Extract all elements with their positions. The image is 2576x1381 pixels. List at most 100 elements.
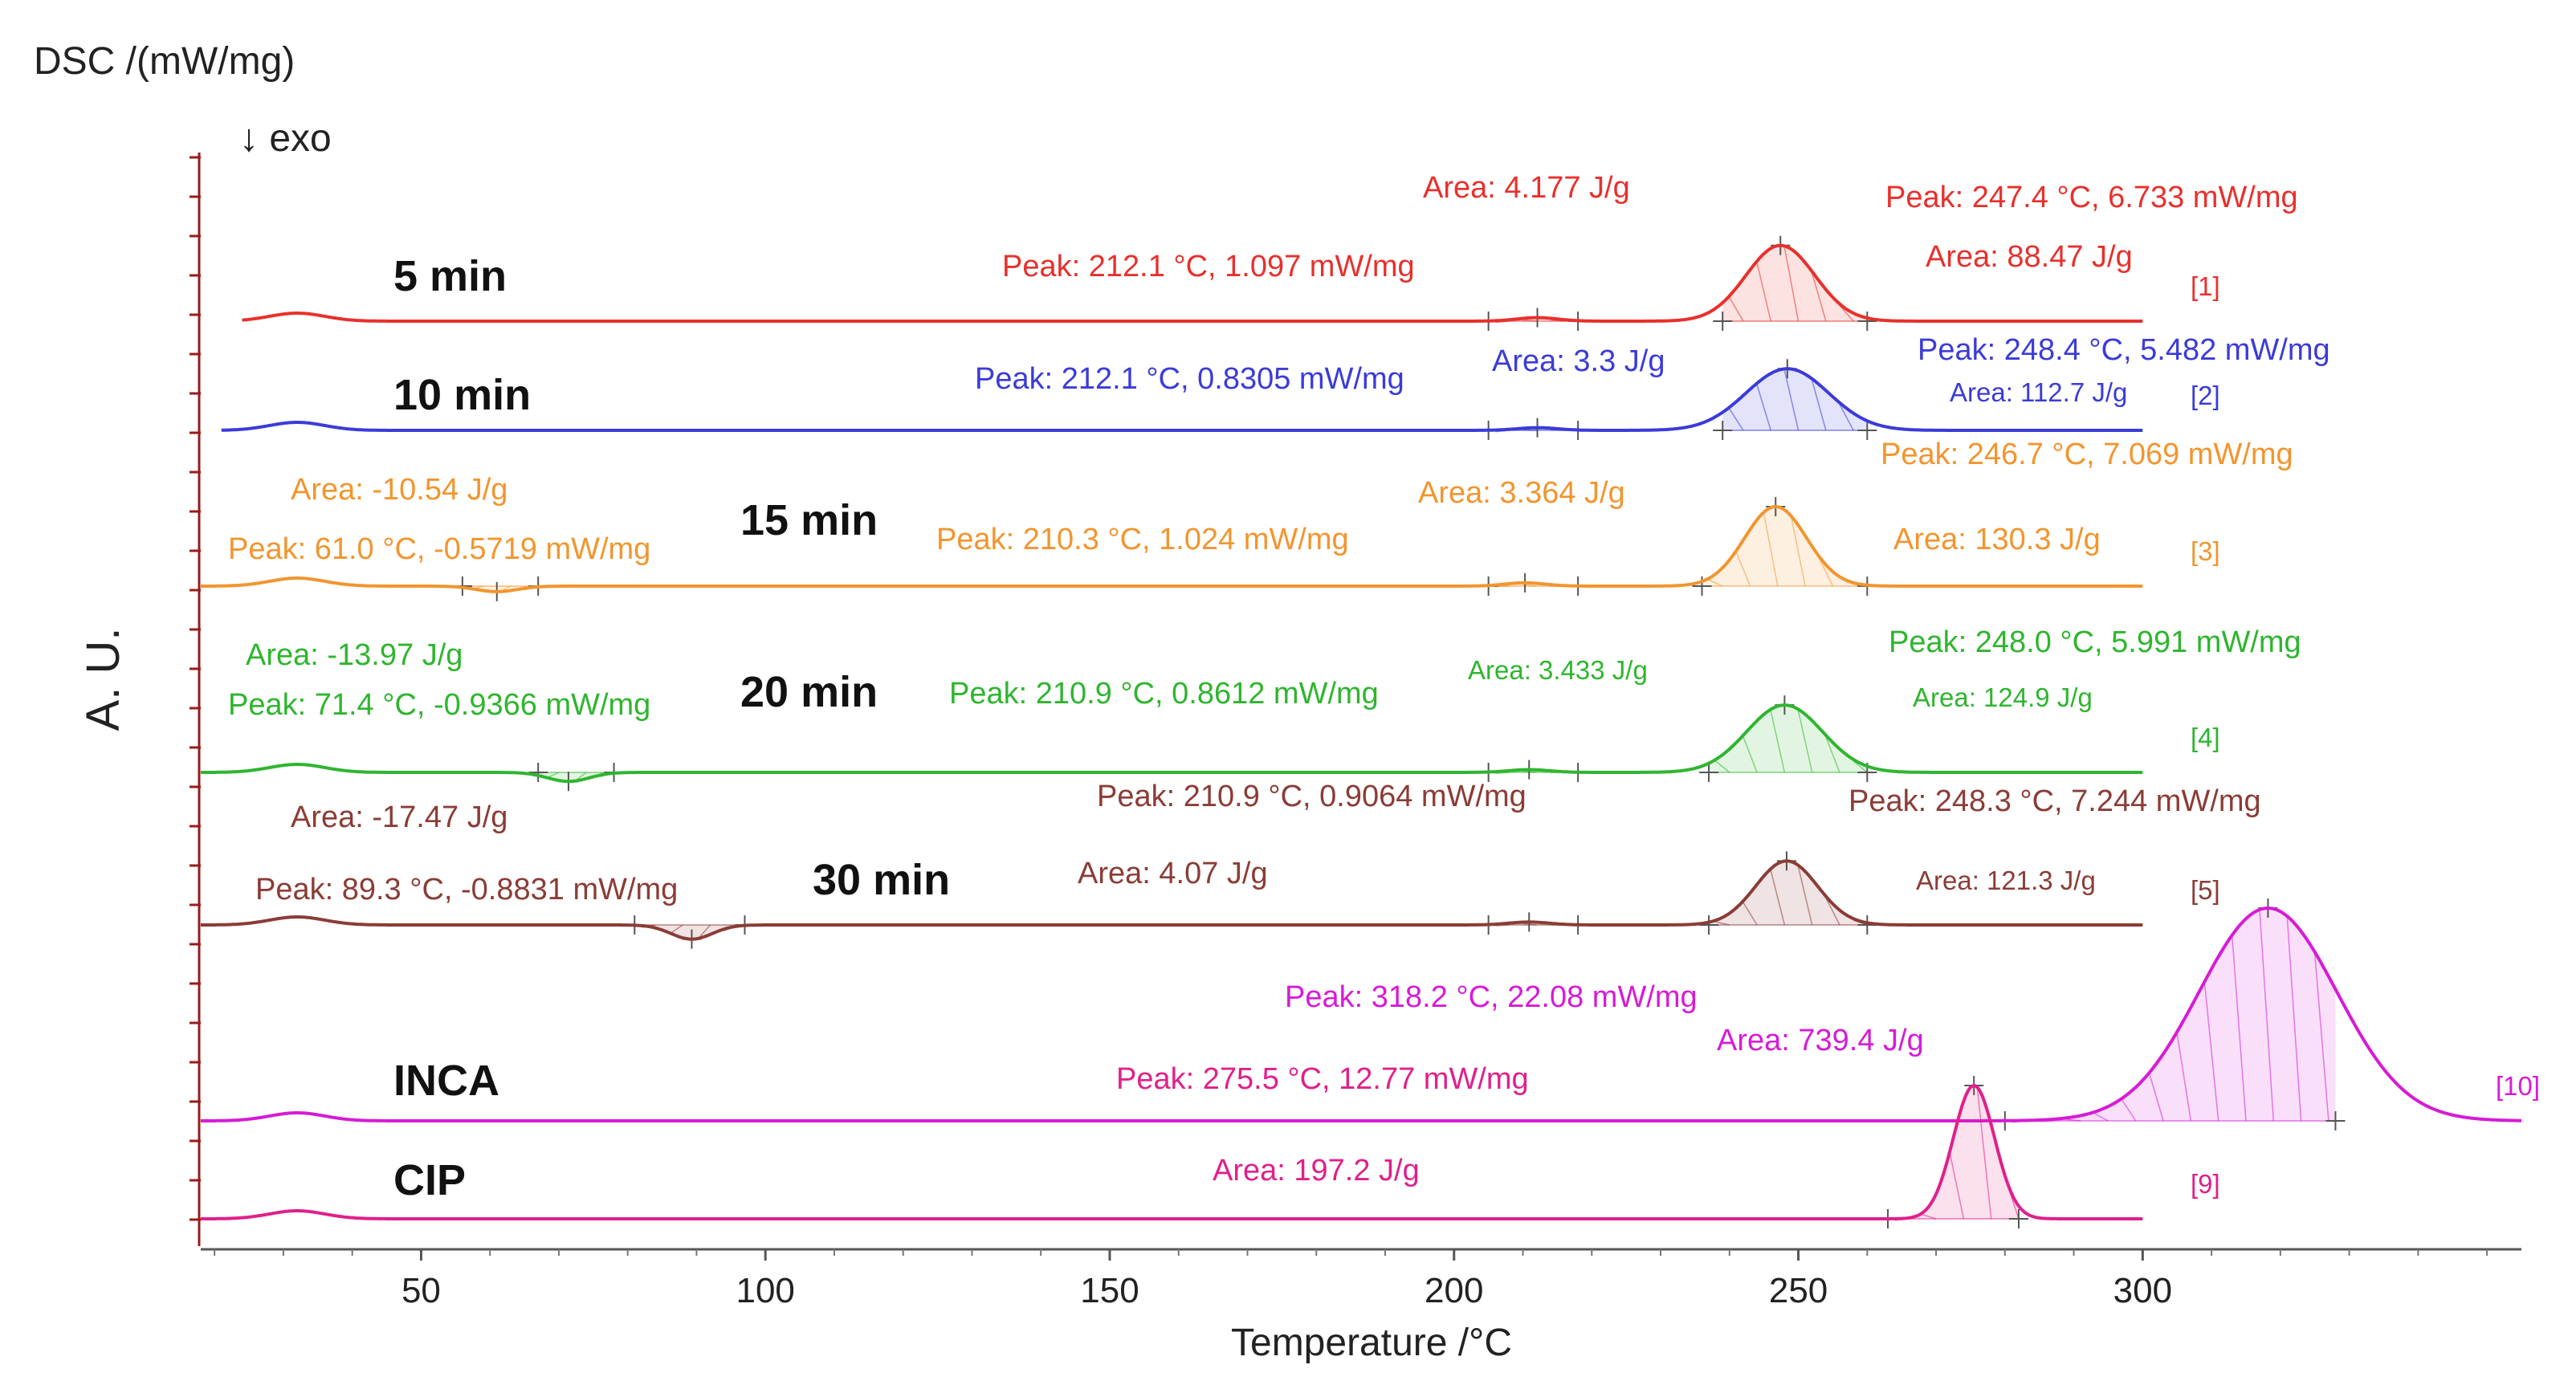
annotation-cip-peak: Peak: 275.5 °C, 12.77 mW/mg [1116, 1062, 1529, 1096]
peak-hatch [2286, 918, 2302, 1122]
series-label-5min: 5 min [393, 252, 507, 300]
series-tag-m5: [1] [2191, 271, 2220, 301]
annotation-15min-peak-main: Peak: 246.7 °C, 7.069 mW/mg [1881, 438, 2293, 471]
annotation-10min-area-small: Area: 3.3 J/g [1492, 344, 1665, 378]
series-label-cip: CIP [393, 1156, 466, 1204]
annotation-15min-area-main: Area: 130.3 J/g [1893, 523, 2101, 556]
peak-area-cip-0 [1888, 1086, 2019, 1219]
series-m15: [3] [201, 497, 2220, 601]
x-tick-label: 100 [736, 1271, 794, 1310]
series-line-m5 [242, 243, 2143, 323]
peak-hatch [1825, 897, 1840, 926]
annotation-5min-area-small: Area: 4.177 J/g [1423, 171, 1630, 205]
peak-hatch [1735, 552, 1751, 587]
x-tick-label: 250 [1769, 1271, 1828, 1310]
annotation-15min-peak-small: Peak: 210.3 °C, 1.024 mW/mg [936, 523, 1349, 556]
series-line-inca [201, 906, 2521, 1122]
annotation-10min-peak-main: Peak: 248.4 °C, 5.482 mW/mg [1918, 333, 2330, 367]
series-cip: [9] [201, 1075, 2220, 1228]
peak-hatch [1949, 1152, 1965, 1220]
peak-hatch [1756, 263, 1771, 322]
series-layer: [1] [2] [3] [4] [5] [10] [9] [201, 235, 2540, 1228]
peak-hatch [1791, 518, 1806, 587]
annotation-30min-peak-main: Peak: 248.3 °C, 7.244 mW/mg [1848, 784, 2261, 818]
series-line-m10 [221, 367, 2143, 432]
y-axis-ticks [190, 156, 201, 1221]
annotation-20min-area-small: Area: 3.433 J/g [1468, 655, 1648, 685]
x-tick-label: 200 [1425, 1271, 1483, 1310]
series-tag-m10: [2] [2191, 381, 2220, 410]
x-tick-label: 300 [2113, 1271, 2172, 1310]
peak-hatch [1839, 305, 1854, 322]
peak-hatch [1825, 736, 1840, 773]
series-m30: [5] [201, 851, 2220, 949]
series-inca: [10] [201, 898, 2540, 1130]
peak-hatch [1742, 902, 1758, 926]
annotation-inca-area: Area: 739.4 J/g [1717, 1024, 1924, 1057]
annotation-10min-area-main: Area: 112.7 J/g [1950, 377, 2127, 407]
peak-hatch [1742, 736, 1758, 773]
annotation-5min-area-main: Area: 88.47 J/g [1926, 240, 2133, 274]
series-label-10min: 10 min [393, 371, 531, 419]
series-tag-m20: [4] [2191, 723, 2220, 752]
annotation-5min-peak-main: Peak: 247.4 °C, 6.733 mW/mg [1885, 181, 2298, 214]
series-label-20min: 20 min [740, 668, 878, 716]
annotation-30min-area-endo: Area: -17.47 J/g [291, 800, 507, 834]
peak-hatch [2121, 1099, 2137, 1122]
peak-hatch [1729, 408, 1744, 431]
annotation-20min-peak-small: Peak: 210.9 °C, 0.8612 mW/mg [949, 677, 1379, 711]
series-tag-cip: [9] [2191, 1169, 2220, 1199]
peak-hatch [1708, 579, 1723, 587]
series-label-30min: 30 min [813, 856, 950, 904]
peak-hatch [1763, 513, 1779, 587]
peak-area-m20-2 [1709, 705, 1868, 772]
annotation-20min-peak-endo: Peak: 71.4 °C, -0.9366 mW/mg [228, 688, 650, 722]
annotation-inca-peak: Peak: 318.2 °C, 22.08 mW/mg [1285, 980, 1698, 1014]
peak-hatch [1729, 297, 1744, 322]
peak-hatch [1756, 385, 1771, 431]
peak-hatch [1770, 711, 1786, 773]
series-line-m30 [201, 859, 2143, 941]
x-axis-ticks: 50 100 150 200 250 300 [214, 1249, 2488, 1310]
peak-area-m5-1 [1722, 245, 1868, 321]
annotation-10min-peak-small: Peak: 212.1 °C, 0.8305 mW/mg [975, 362, 1404, 396]
annotation-30min-peak-small: Peak: 210.9 °C, 0.9064 mW/mg [1097, 780, 1526, 813]
peak-hatch [1783, 370, 1800, 431]
peak-hatch [1818, 557, 1834, 587]
peak-hatch [2313, 953, 2329, 1122]
peak-hatch [1839, 404, 1854, 431]
peak-area-inca-0 [2004, 908, 2336, 1121]
exo-direction-label: ↓ exo [239, 117, 332, 160]
peak-hatch [1783, 247, 1800, 322]
annotation-cip-area: Area: 197.2 J/g [1213, 1154, 1420, 1187]
peak-hatch [2149, 1073, 2164, 1122]
series-label-inca: INCA [393, 1057, 499, 1105]
peak-hatch [2176, 1033, 2192, 1122]
series-tag-m15: [3] [2191, 536, 2220, 566]
series-line-m20 [201, 703, 2143, 784]
annotation-30min-area-main: Area: 121.3 J/g [1916, 866, 2096, 895]
series-m20: [4] [201, 695, 2220, 792]
y-axis-label: A. U. [77, 628, 129, 731]
annotation-20min-peak-main: Peak: 248.0 °C, 5.991 mW/mg [1889, 625, 2301, 659]
x-tick-label: 150 [1080, 1271, 1139, 1310]
series-m5: [1] [242, 235, 2220, 331]
peak-hatch [1715, 760, 1730, 773]
series-m10: [2] [221, 359, 2220, 440]
x-axis-label: Temperature /°C [1231, 1322, 1512, 1364]
peak-area-m10-1 [1722, 369, 1868, 430]
peak-hatch [1976, 1089, 1992, 1220]
series-line-m15 [201, 504, 2143, 593]
peak-hatch [1853, 760, 1868, 773]
series-label-15min: 15 min [740, 496, 878, 544]
peak-hatch [2093, 1113, 2109, 1122]
annotation-30min-area-small: Area: 4.07 J/g [1078, 857, 1268, 890]
peak-area-m30-2 [1709, 861, 1868, 925]
peak-hatch [1922, 1213, 1937, 1220]
peak-hatch [2259, 910, 2275, 1122]
annotation-15min-area-endo: Area: -10.54 J/g [291, 473, 507, 507]
chart-title: DSC /(mW/mg) [34, 40, 295, 83]
series-tag-inca: [10] [2496, 1071, 2540, 1101]
annotation-15min-area-small: Area: 3.364 J/g [1418, 476, 1625, 510]
